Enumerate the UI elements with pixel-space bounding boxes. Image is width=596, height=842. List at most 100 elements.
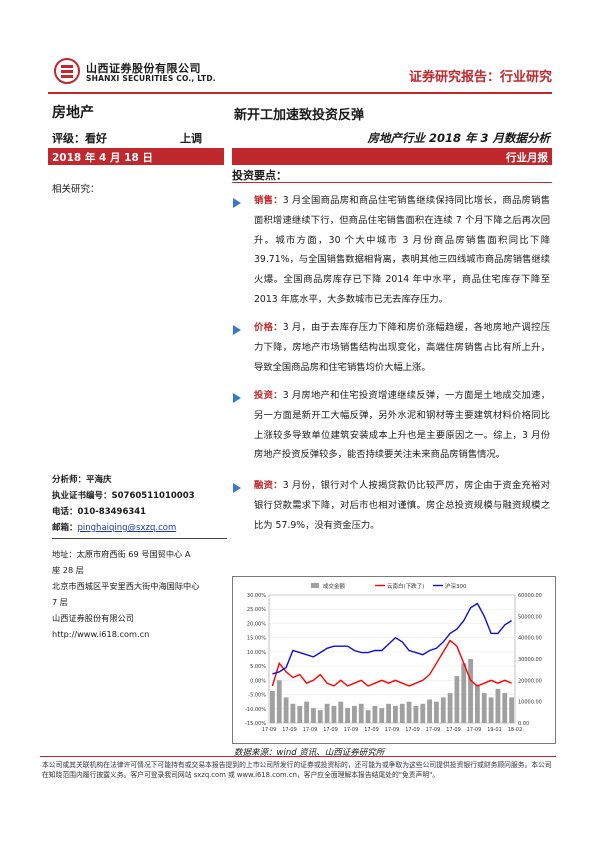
- point-financing: 融资：3 月份，银行对个人按揭贷款仍比较严厉，房企由于资金充裕对银行贷款需求下降…: [254, 476, 550, 535]
- bar-volume: [393, 705, 398, 723]
- y-left-tick-label: 5.00%: [250, 664, 266, 670]
- bar-volume: [365, 710, 371, 723]
- bar-volume: [440, 697, 446, 723]
- y-left-tick-label: 10.00%: [247, 650, 266, 656]
- bar-volume: [358, 703, 364, 723]
- email-link[interactable]: pinghaiqing@sxzq.com: [77, 523, 177, 533]
- bar-volume: [338, 701, 344, 723]
- point-keyword: 投资：: [254, 390, 283, 401]
- x-tick-label: 17-09: [262, 727, 277, 733]
- point-keyword: 融资：: [254, 480, 283, 491]
- y-right-tick-label: 50000.00: [518, 614, 542, 620]
- bar-volume: [481, 693, 487, 723]
- bar-volume: [468, 659, 473, 723]
- bar-volume: [270, 691, 275, 723]
- bar-volume: [413, 705, 419, 723]
- x-tick-label: 17-09: [303, 727, 318, 733]
- bar-volume: [454, 676, 460, 723]
- bar-volume: [317, 710, 323, 723]
- x-tick-label: 17-09: [344, 727, 359, 733]
- bar-volume: [399, 703, 405, 723]
- bar-volume: [461, 663, 467, 723]
- bar-volume: [297, 705, 303, 723]
- header-divider: [48, 92, 552, 94]
- line-series-blue: [272, 602, 512, 675]
- analyst-label: 分析师：: [52, 475, 87, 485]
- address-line: 座 28 层: [52, 565, 84, 575]
- bar-volume: [447, 693, 453, 723]
- bar-volume: [434, 701, 439, 723]
- highlights-divider: [232, 182, 552, 183]
- x-tick-label: 17-09: [323, 727, 338, 733]
- point-text: 3 月全国商品房和商品住宅销售继续保持同比增长，商品房销售面积增速继续下行，但商…: [254, 195, 550, 305]
- monthly-bar: [232, 148, 552, 165]
- legend-swatch: [311, 583, 319, 588]
- point-keyword: 价格：: [254, 322, 283, 333]
- x-tick-label: 17-09: [385, 727, 400, 733]
- y-left-tick-label: -15.00%: [245, 721, 266, 727]
- point-price: 价格：3 月，由于去库存压力下降和房价涨幅趋缓，各地房地产调控压力下降，房地产市…: [254, 318, 550, 377]
- point-keyword: 销售：: [254, 195, 283, 206]
- report-type: 证券研究报告：行业研究: [408, 70, 552, 85]
- legend-label: 云南白(下跌了): [387, 582, 424, 590]
- x-tick-label: 17-09: [405, 727, 420, 733]
- y-left-tick-label: -10.00%: [245, 707, 266, 713]
- date-bar: [48, 148, 224, 165]
- address-info: 地址：太原市府西街 69 号国贸中心 A 座 28 层 北京市西城区平安里西大街…: [52, 546, 228, 642]
- y-right-tick-label: 10000.00: [518, 700, 542, 706]
- address-line: 北京市西城区平安里西大街中海国际中心: [52, 581, 200, 591]
- bar-volume: [311, 708, 316, 723]
- y-left-tick-label: 15.00%: [247, 636, 266, 642]
- point-text: 3 月房地产和住宅投资增速继续反弹，一方面是土地成交加速，另一方面是新开工大幅反…: [254, 390, 550, 461]
- bar-volume: [276, 680, 282, 723]
- disclaimer: 本公司或其关联机构在法律许可情况下可能持有或交易本报告提到的上市公司所发行的证券…: [42, 761, 552, 779]
- y-left-tick-label: 0.00%: [250, 678, 266, 684]
- cert-label: 执业证书编号：: [52, 491, 112, 501]
- point-text: 3 月份，银行对个人按揭贷款仍比较严厉，房企由于资金充裕对银行贷款需求下降，对后…: [254, 480, 550, 531]
- cert-number: S0760511010003: [111, 491, 195, 501]
- bar-volume: [324, 703, 330, 723]
- point-text: 3 月，由于去库存压力下降和房价涨幅趋缓，各地房地产调控压力下降，房地产市场销售…: [254, 322, 550, 373]
- y-right-tick-label: 0.00: [518, 721, 529, 727]
- phone-label: 电话：: [52, 507, 78, 517]
- bar-volume: [427, 699, 432, 723]
- legend-label: 成交金额: [323, 582, 346, 590]
- company-name-en: SHANXI SECURITIES CO., LTD.: [86, 74, 216, 83]
- point-investment: 投资：3 月房地产和住宅投资增速继续反弹，一方面是土地成交加速，另一方面是新开工…: [254, 386, 550, 465]
- y-left-tick-label: 25.00%: [247, 607, 266, 613]
- bar-volume: [352, 705, 357, 723]
- report-category: 行业月报: [506, 152, 548, 164]
- industry-name: 房地产: [52, 105, 94, 121]
- x-tick-label: 17-09: [364, 727, 379, 733]
- company-line: 山西证券股份有限公司: [52, 613, 134, 623]
- line-series-red: [271, 639, 512, 687]
- x-tick-label: 17-09: [446, 727, 461, 733]
- bar-volume: [475, 684, 480, 723]
- bullet-arrow-icon: [233, 325, 241, 335]
- rating-change: 上调: [180, 132, 202, 145]
- bar-volume: [345, 708, 350, 723]
- y-right-tick-label: 20000.00: [518, 678, 542, 684]
- bar-volume: [283, 697, 289, 723]
- analyst-row: 分析师：平海庆: [52, 472, 228, 488]
- legend-label: 沪深300: [445, 582, 467, 590]
- cert-row: 执业证书编号：S0760511010003: [52, 488, 228, 504]
- analyst-info: 分析师：平海庆 执业证书编号：S0760511010003 电话：010-834…: [52, 472, 228, 536]
- point-sales: 销售：3 月全国商品房和商品住宅销售继续保持同比增长，商品房销售面积增速继续下行…: [254, 191, 550, 310]
- bar-volume: [406, 701, 412, 723]
- report-title: 新开工加速致投资反弹: [234, 108, 365, 123]
- analyst-divider: [52, 538, 227, 539]
- bullet-arrow-icon: [233, 483, 241, 493]
- y-right-tick-label: 30000.00: [518, 657, 542, 663]
- address-line: 7 层: [52, 597, 68, 607]
- analyst-name: 平海庆: [86, 475, 112, 485]
- chart: 30.00% 25.00% 20.00% 15.00% 10.00% 5.00% 0.00%…: [245, 582, 542, 733]
- website-link[interactable]: http://www.i618.com.cn: [52, 629, 150, 639]
- x-tick-label: 17-09: [282, 727, 297, 733]
- related-research: 相关研究：: [52, 184, 100, 195]
- bar-volume: [331, 705, 337, 723]
- rating-label: 评级：: [52, 132, 85, 145]
- rating: 评级：看好: [52, 130, 107, 146]
- phone-row: 电话：010-83496341: [52, 504, 228, 520]
- phone-number: 010-83496341: [77, 507, 147, 517]
